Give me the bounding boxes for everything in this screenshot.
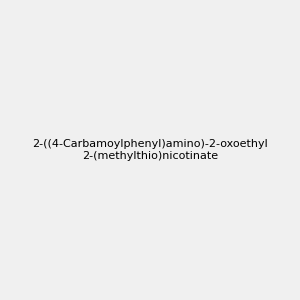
Text: 2-((4-Carbamoylphenyl)amino)-2-oxoethyl 2-(methylthio)nicotinate: 2-((4-Carbamoylphenyl)amino)-2-oxoethyl …: [32, 139, 268, 161]
